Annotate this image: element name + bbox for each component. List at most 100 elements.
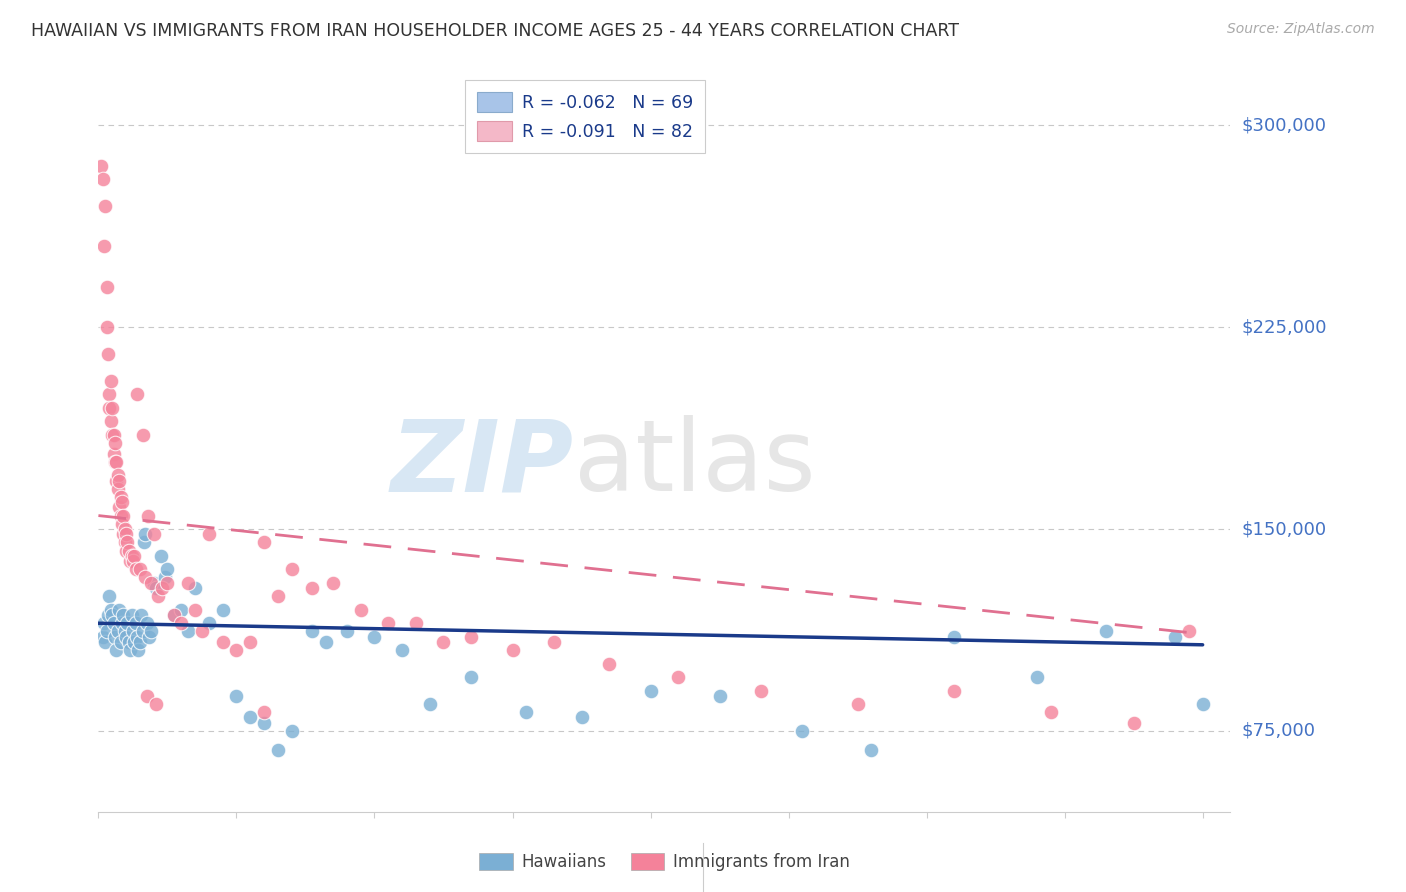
Point xyxy=(1178,624,1201,639)
Point xyxy=(1039,705,1062,719)
Text: atlas: atlas xyxy=(574,416,815,512)
Point xyxy=(184,581,207,595)
Point xyxy=(131,624,153,639)
Point xyxy=(91,172,114,186)
Point xyxy=(211,603,233,617)
Point xyxy=(103,447,125,461)
Point xyxy=(280,562,302,576)
Point xyxy=(350,603,373,617)
Point xyxy=(543,635,565,649)
Point xyxy=(100,414,122,428)
Point xyxy=(121,549,143,563)
Point xyxy=(105,643,128,657)
Point xyxy=(709,689,731,703)
Point xyxy=(124,635,146,649)
Point xyxy=(135,616,157,631)
Point xyxy=(267,590,290,604)
Point xyxy=(571,710,593,724)
Point xyxy=(112,508,135,523)
Point xyxy=(114,522,136,536)
Point xyxy=(191,624,214,639)
Point xyxy=(666,670,689,684)
Point xyxy=(598,657,620,671)
Point xyxy=(93,239,115,253)
Point xyxy=(127,643,149,657)
Point xyxy=(125,562,148,576)
Point xyxy=(145,697,167,711)
Point xyxy=(1191,697,1213,711)
Point xyxy=(104,630,127,644)
Point xyxy=(132,535,155,549)
Point xyxy=(112,527,135,541)
Point xyxy=(98,590,121,604)
Point xyxy=(301,581,323,595)
Point xyxy=(363,630,385,644)
Point xyxy=(377,616,399,631)
Point xyxy=(156,575,179,590)
Text: HAWAIIAN VS IMMIGRANTS FROM IRAN HOUSEHOLDER INCOME AGES 25 - 44 YEARS CORRELATI: HAWAIIAN VS IMMIGRANTS FROM IRAN HOUSEHO… xyxy=(31,22,959,40)
Point xyxy=(136,508,159,523)
Point xyxy=(110,508,132,523)
Point xyxy=(184,603,207,617)
Point xyxy=(163,608,186,623)
Point xyxy=(1026,670,1049,684)
Point xyxy=(117,535,139,549)
Text: $150,000: $150,000 xyxy=(1241,520,1327,538)
Point xyxy=(177,624,200,639)
Point xyxy=(419,697,441,711)
Point xyxy=(156,562,179,576)
Point xyxy=(100,603,122,617)
Point xyxy=(96,279,118,293)
Point xyxy=(280,723,302,738)
Point xyxy=(103,427,125,442)
Point xyxy=(98,401,121,415)
Text: Source: ZipAtlas.com: Source: ZipAtlas.com xyxy=(1227,22,1375,37)
Point xyxy=(118,635,141,649)
Point xyxy=(112,608,135,623)
Point xyxy=(111,495,134,509)
Point xyxy=(120,554,142,568)
Point xyxy=(198,527,221,541)
Point xyxy=(515,705,537,719)
Point xyxy=(253,715,276,730)
Point xyxy=(111,516,134,531)
Point xyxy=(104,455,127,469)
Point xyxy=(108,474,131,488)
Point xyxy=(121,608,143,623)
Point xyxy=(94,199,117,213)
Point xyxy=(101,401,124,415)
Point xyxy=(114,624,136,639)
Point xyxy=(322,575,344,590)
Point xyxy=(301,624,323,639)
Point xyxy=(110,490,132,504)
Point xyxy=(460,630,482,644)
Point xyxy=(198,616,221,631)
Point xyxy=(120,643,142,657)
Legend: Hawaiians, Immigrants from Iran: Hawaiians, Immigrants from Iran xyxy=(472,846,856,878)
Point xyxy=(108,603,131,617)
Point xyxy=(239,710,262,724)
Point xyxy=(177,575,200,590)
Point xyxy=(640,683,662,698)
Point xyxy=(170,603,193,617)
Point xyxy=(253,705,276,719)
Point xyxy=(90,159,112,173)
Point xyxy=(115,630,138,644)
Point xyxy=(97,347,120,361)
Point xyxy=(163,608,186,623)
Point xyxy=(101,608,124,623)
Point xyxy=(267,743,290,757)
Point xyxy=(225,643,247,657)
Point xyxy=(105,474,128,488)
Point xyxy=(1164,630,1187,644)
Point xyxy=(149,549,172,563)
Point xyxy=(943,683,966,698)
Point xyxy=(107,468,129,483)
Point xyxy=(124,549,146,563)
Point xyxy=(96,320,118,334)
Point xyxy=(792,723,814,738)
Point xyxy=(134,570,156,584)
Point xyxy=(860,743,883,757)
Point xyxy=(128,635,150,649)
Text: $75,000: $75,000 xyxy=(1241,722,1316,740)
